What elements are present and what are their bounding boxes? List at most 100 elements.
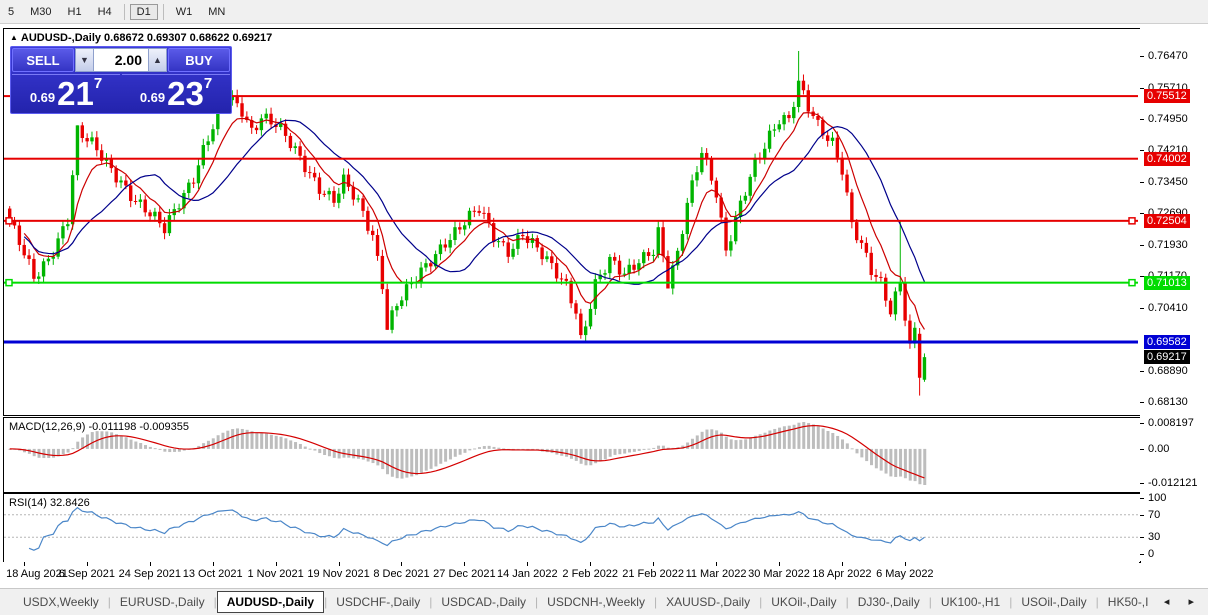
axis-tick [841,562,843,566]
volume-stepper[interactable]: ▼ 2.00 ▲ [75,48,167,72]
axis-tick [1140,402,1144,404]
date-tick-label: 6 Sep 2021 [58,568,115,580]
date-tick-label: 2 Feb 2022 [562,568,619,580]
macd-signal-line [9,425,925,479]
price-axis[interactable]: 0.764700.757100.749500.742100.734500.726… [1140,28,1208,561]
axis-tick [1140,483,1144,484]
sell-price-prefix: 0.69 [29,90,56,105]
line-handle[interactable] [5,217,13,225]
axis-tick [275,562,277,566]
rsi-canvas[interactable] [4,494,1138,560]
chart-tab-usoil-daily[interactable]: USOil-,Daily [1021,595,1087,609]
axis-tick [23,562,25,566]
price-level-label-0.74002: 0.74002 [1144,151,1190,166]
tab-separator: | [1095,595,1099,609]
line-handle[interactable] [1128,217,1136,225]
date-axis[interactable]: 18 Aug 2021 6 Sep 2021 24 Sep 2021 13 Oct 2… [3,562,1139,586]
timeframe-button-mn[interactable]: MN [208,5,226,18]
price-tick-label: 0.76470 [1148,50,1188,63]
chart-tab-audusd-daily[interactable]: AUDUSD-,Daily [216,591,325,613]
axis-tick [464,562,466,566]
price-tick-label: 0.71930 [1148,238,1188,251]
line-handle[interactable] [1128,278,1136,287]
collapse-triangle-icon[interactable]: ▲ [10,33,18,42]
tab-separator: | [928,595,932,609]
timeframe-button-m30[interactable]: M30 [30,5,52,18]
axis-tick [1140,423,1144,424]
timeframe-button-5[interactable]: 5 [8,5,15,18]
date-tick-label: 11 Mar 2022 [685,568,747,580]
timeframe-button-h1[interactable]: H1 [67,5,82,18]
macd-canvas[interactable] [4,418,1138,490]
axis-tick [86,562,88,566]
sell-price-display[interactable]: 0.69 21 7 [12,74,120,112]
volume-increase-button[interactable]: ▲ [148,48,167,72]
macd-indicator-panel[interactable]: MACD(12,26,9) -0.011198 -0.009355 [3,417,1141,493]
date-tick-label: 24 Sep 2021 [118,568,181,580]
timeframe-button-d1[interactable]: D1 [129,3,158,20]
rsi-axis-label: 70 [1148,508,1161,521]
horizontal-line-0.69582[interactable] [4,340,1138,344]
axis-tick [1140,498,1144,499]
timeframe-button-w1[interactable]: W1 [175,5,193,18]
sell-price-sup: 7 [93,75,103,92]
chart-tab-hk50-i[interactable]: HK50-,I [1107,595,1149,609]
sell-button[interactable]: SELL [12,48,74,72]
buy-price-sup: 7 [203,75,213,92]
rsi-indicator-panel[interactable]: RSI(14) 32.8426 [3,493,1141,563]
chart-tab-usdcnh-weekly[interactable]: USDCNH-,Weekly [547,595,645,609]
price-tick-label: 0.68130 [1148,396,1188,409]
one-click-trading-panel: SELL ▼ 2.00 ▲ BUY 0.69 21 7 0.69 23 7 [10,46,232,114]
date-tick-label: 18 Aug 2021 [6,568,68,580]
candles-layer [8,50,927,396]
rsi-line [28,506,925,551]
tab-separator: | [429,595,433,609]
rsi-axis-label: 30 [1148,531,1161,544]
chart-tab-usdchf-daily[interactable]: USDCHF-,Daily [336,595,421,609]
horizontal-line-0.71013[interactable] [4,281,1138,284]
volume-value[interactable]: 2.00 [94,48,148,72]
horizontal-line-0.72504[interactable] [4,219,1138,222]
date-tick-label: 30 Mar 2022 [748,568,810,580]
axis-tick [653,562,655,566]
volume-decrease-button[interactable]: ▼ [75,48,94,72]
chart-tab-ukoil-daily[interactable]: UKOil-,Daily [771,595,837,609]
chart-title: ▲ AUDUSD-,Daily 0.68672 0.69307 0.68622 0… [10,32,272,44]
chart-tab-dj30-daily[interactable]: DJ30-,Daily [857,595,920,609]
line-handle[interactable] [5,278,13,287]
axis-tick [716,562,718,566]
macd-axis-label: 0.008197 [1148,417,1194,429]
date-tick-label: 18 Apr 2022 [812,568,872,580]
axis-tick [1140,554,1144,555]
price-level-label-0.71013: 0.71013 [1144,275,1190,290]
date-tick-label: 1 Nov 2021 [247,568,304,580]
axis-tick [1140,514,1144,516]
chart-tab-uk100-h1[interactable]: UK100-,H1 [940,595,1001,609]
buy-price-display[interactable]: 0.69 23 7 [122,74,230,112]
chart-title-text: AUDUSD-,Daily 0.68672 0.69307 0.68622 0.… [20,32,273,44]
tab-scroll-arrows[interactable]: ◂ ▸ [1163,596,1202,608]
price-level-label-0.72504: 0.72504 [1144,213,1190,228]
price-tick-label: 0.73450 [1148,175,1188,188]
price-tick-label: 0.74950 [1148,113,1188,126]
date-tick-label: 21 Feb 2022 [622,568,685,580]
axis-tick [778,562,780,566]
buy-button[interactable]: BUY [168,48,230,72]
price-chart-panel[interactable]: ▲ AUDUSD-,Daily 0.68672 0.69307 0.68622 0… [3,28,1141,416]
axis-tick [1140,448,1144,450]
tab-separator: | [1009,595,1013,609]
chart-tab-xauusd-daily[interactable]: XAUUSD-,Daily [666,595,751,609]
horizontal-line-0.75512[interactable] [4,95,1138,98]
timeframe-button-h4[interactable]: H4 [97,5,112,18]
chart-tab-usdcad-daily[interactable]: USDCAD-,Daily [441,595,527,609]
price-chart-canvas[interactable] [4,29,1138,413]
slow-ma-line [23,119,926,285]
chart-tab-eurusd-daily[interactable]: EURUSD-,Daily [119,595,205,609]
chart-tab-usdx-weekly[interactable]: USDX,Weekly [23,595,99,609]
horizontal-line-0.74002[interactable] [4,157,1138,160]
macd-axis-label: -0.012121 [1148,477,1198,489]
axis-tick [1140,181,1144,183]
tab-separator: | [653,595,658,609]
rsi-axis-label: 0 [1148,548,1155,560]
